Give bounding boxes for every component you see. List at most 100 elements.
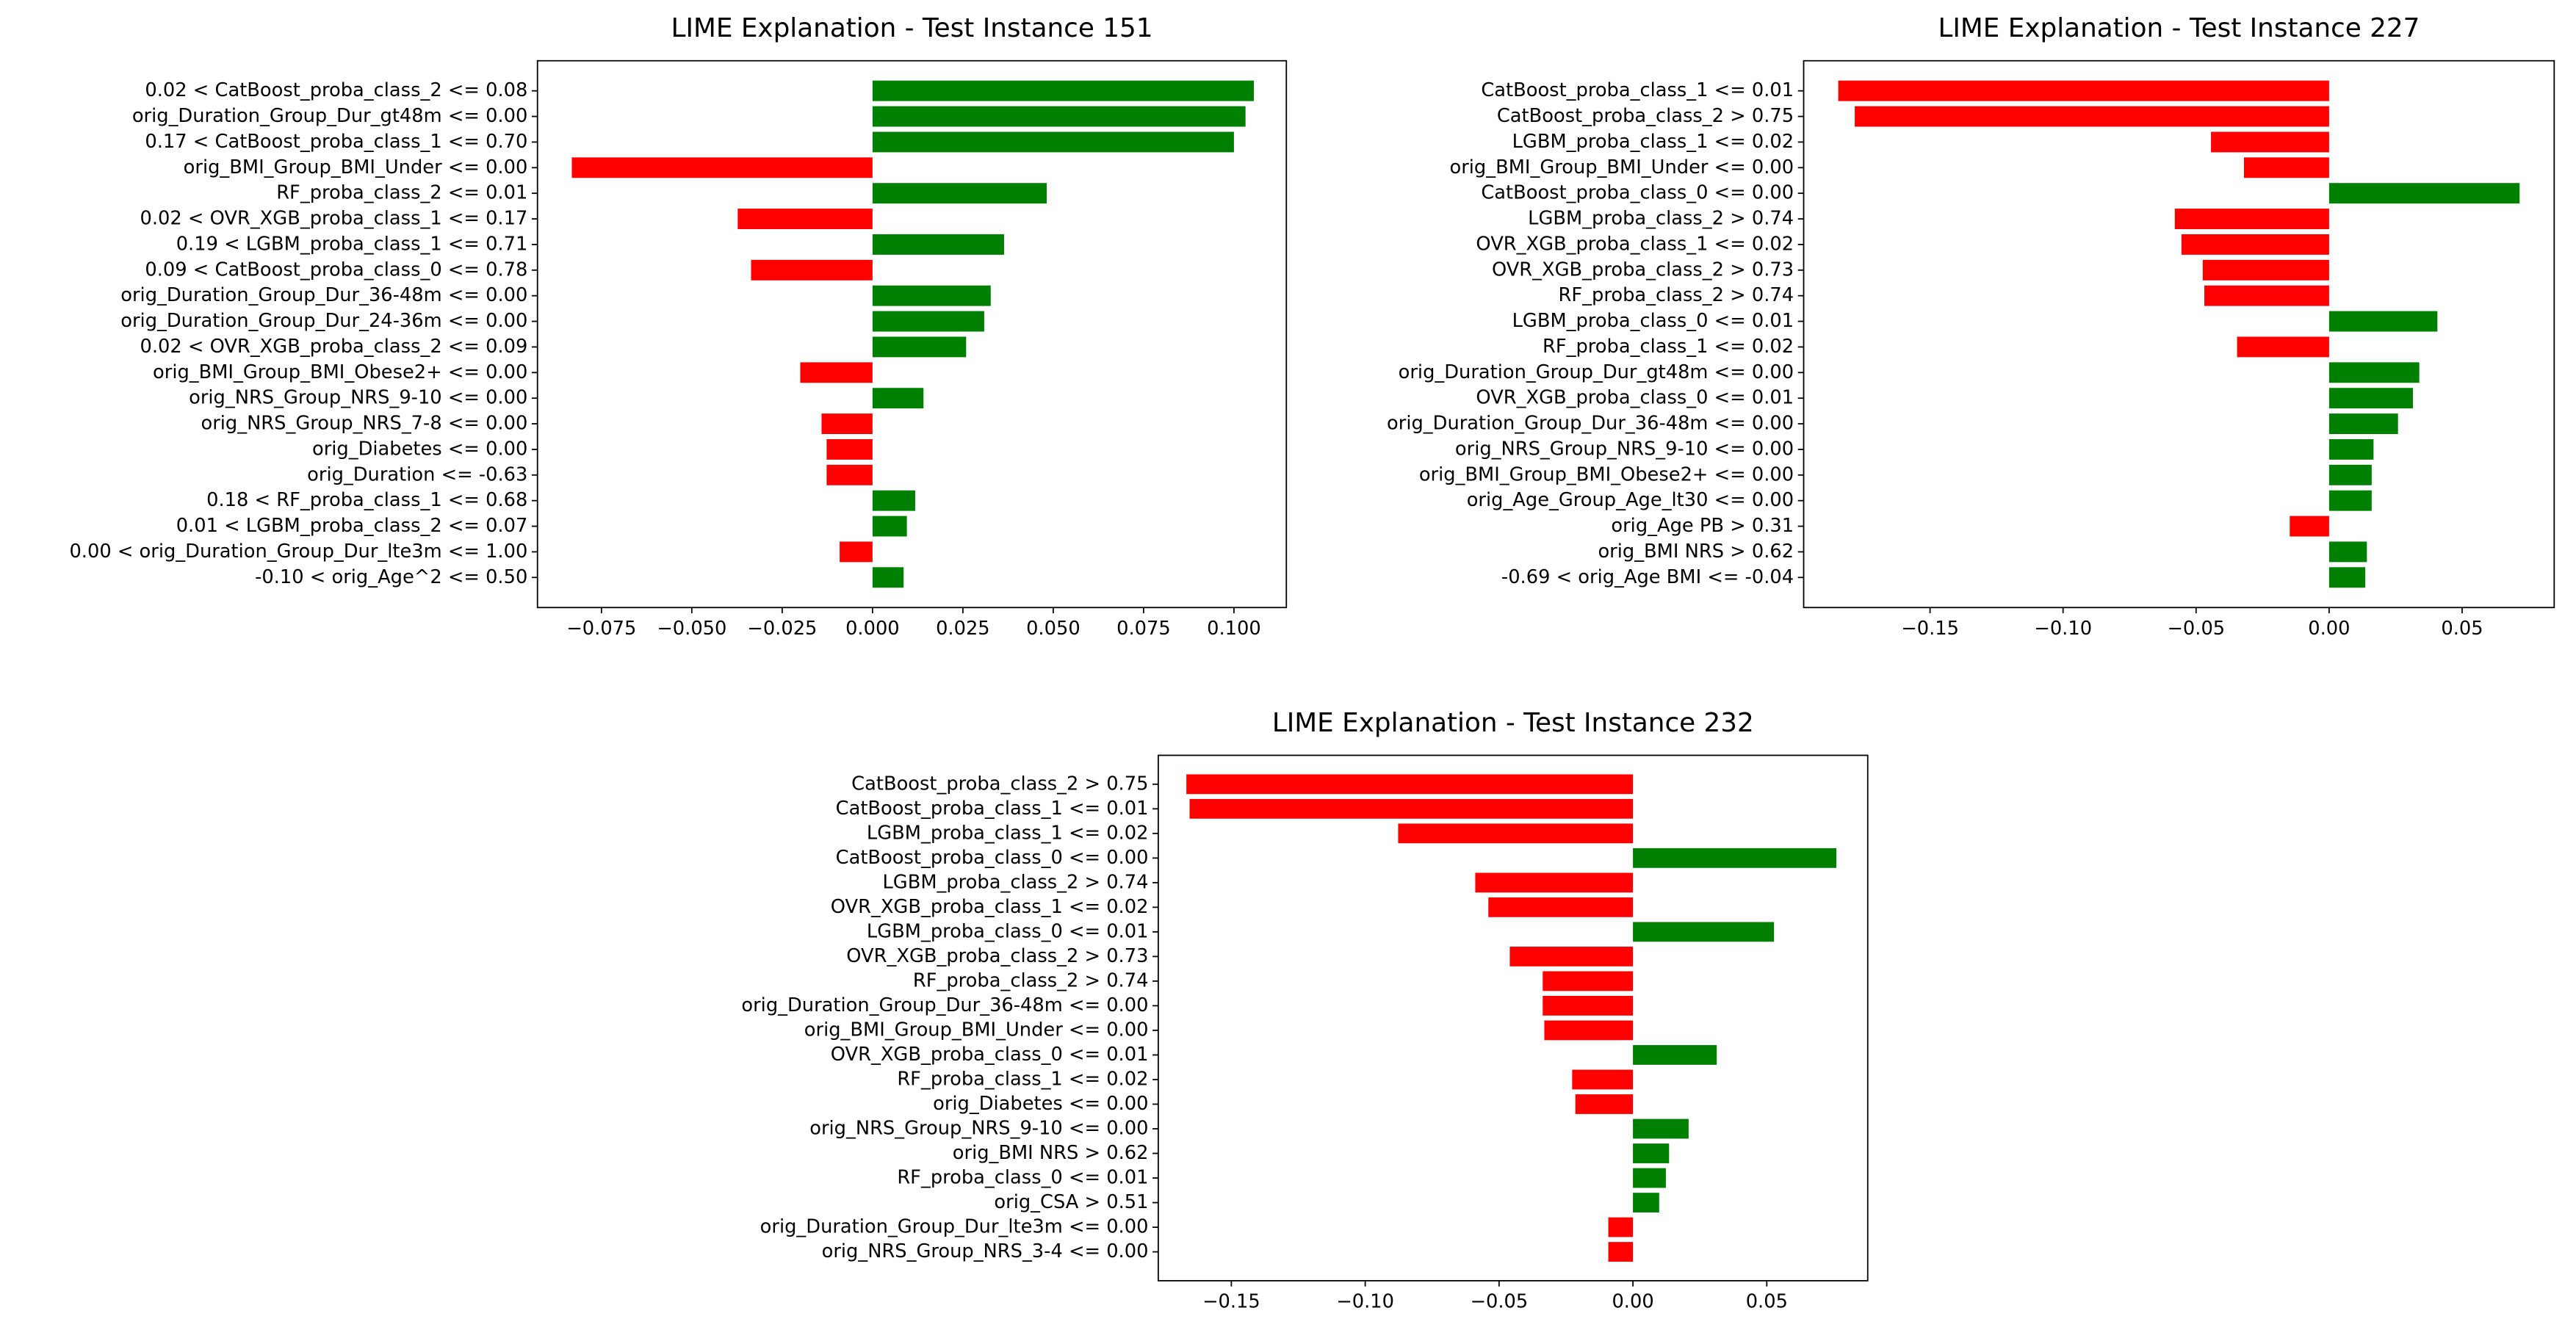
y-tick-label: CatBoost_proba_class_0 <= 0.00 <box>1481 182 1794 204</box>
y-tick-label: -0.10 < orig_Age^2 <= 0.50 <box>255 566 527 588</box>
bar <box>2211 131 2329 153</box>
bar <box>2290 516 2329 537</box>
bar <box>1608 1217 1634 1237</box>
bar <box>751 259 873 281</box>
bar <box>872 234 1004 255</box>
x-tick-label: −0.075 <box>566 618 636 640</box>
y-tick-label: -0.69 < orig_Age BMI <= -0.04 <box>1501 566 1794 588</box>
y-tick-label: LGBM_proba_class_1 <= 0.02 <box>867 822 1149 844</box>
plot-frame <box>1157 754 1869 1282</box>
y-tick-label: RF_proba_class_2 > 0.74 <box>1559 284 1794 306</box>
bar <box>2328 541 2367 563</box>
bar <box>1543 971 1634 991</box>
y-tick-label: orig_Diabetes <= 0.00 <box>312 438 527 460</box>
y-tick-label: orig_NRS_Group_NRS_9-10 <= 0.00 <box>1455 438 1794 460</box>
bar <box>872 490 915 511</box>
x-tick-label: −0.05 <box>1470 1290 1528 1312</box>
y-tick-label: LGBM_proba_class_2 > 0.74 <box>882 871 1148 893</box>
bar <box>1543 996 1634 1016</box>
chart-title: LIME Explanation - Test Instance 151 <box>671 13 1153 43</box>
y-tick-label: OVR_XGB_proba_class_2 > 0.73 <box>846 945 1148 967</box>
y-tick-label: LGBM_proba_class_2 > 0.74 <box>1528 208 1794 230</box>
x-tick-label: 0.05 <box>2441 618 2483 640</box>
bar <box>1398 823 1634 844</box>
y-tick-label: 0.00 < orig_Duration_Group_Dur_lte3m <= … <box>69 541 527 563</box>
chart-title: LIME Explanation - Test Instance 232 <box>1272 708 1754 738</box>
x-tick-label: 0.00 <box>1612 1290 1653 1312</box>
y-tick-label: orig_BMI NRS > 0.62 <box>1598 541 1794 563</box>
y-tick-label: orig_Duration_Group_Dur_gt48m <= 0.00 <box>132 105 527 127</box>
bar <box>826 464 873 485</box>
y-tick-label: 0.19 < LGBM_proba_class_1 <= 0.71 <box>176 233 528 255</box>
bar <box>872 388 924 409</box>
y-tick-label: orig_BMI_Group_BMI_Obese2+ <= 0.00 <box>1419 463 1794 485</box>
y-tick-label: 0.02 < OVR_XGB_proba_class_1 <= 0.17 <box>140 208 528 230</box>
bar <box>1633 1118 1689 1139</box>
bar <box>1544 1020 1634 1041</box>
plot-frame <box>1803 59 2555 609</box>
bar <box>1572 1069 1634 1090</box>
bar <box>872 285 991 306</box>
bar <box>1633 1193 1659 1212</box>
y-tick-label: orig_Diabetes <= 0.00 <box>933 1093 1148 1115</box>
y-tick-label: 0.02 < CatBoost_proba_class_2 <= 0.08 <box>145 79 527 101</box>
y-tick-label: orig_NRS_Group_NRS_7-8 <= 0.00 <box>201 413 527 435</box>
bar <box>800 362 873 383</box>
bar <box>1488 897 1634 917</box>
bar <box>571 157 873 178</box>
x-tick-label: −0.05 <box>2167 618 2225 640</box>
y-tick-label: orig_Duration_Group_Dur_gt48m <= 0.00 <box>1399 361 1794 383</box>
bar <box>872 106 1246 127</box>
x-tick-label: −0.15 <box>1901 618 1959 640</box>
bar <box>2328 413 2398 434</box>
y-tick-label: orig_Duration_Group_Dur_lte3m <= 0.00 <box>760 1216 1149 1238</box>
plot-frame <box>536 59 1288 609</box>
y-tick-label: orig_NRS_Group_NRS_3-4 <= 0.00 <box>822 1240 1149 1262</box>
bar <box>1186 774 1634 795</box>
bar <box>2328 311 2438 332</box>
y-tick-label: orig_BMI_Group_BMI_Obese2+ <= 0.00 <box>153 361 527 383</box>
bar <box>2174 209 2329 229</box>
y-tick-label: orig_BMI NRS > 0.62 <box>953 1142 1149 1164</box>
chart-title: LIME Explanation - Test Instance 227 <box>1938 13 2420 43</box>
bar <box>872 567 904 588</box>
y-tick-label: 0.18 < RF_proba_class_1 <= 0.68 <box>206 489 527 511</box>
y-tick-label: orig_Duration_Group_Dur_36-48m <= 0.00 <box>120 284 527 306</box>
x-tick-label: −0.10 <box>2034 618 2092 640</box>
y-tick-label: orig_Age_Group_Age_lt30 <= 0.00 <box>1467 489 1794 511</box>
y-tick-label: RF_proba_class_1 <= 0.02 <box>1543 336 1794 358</box>
y-tick-label: RF_proba_class_1 <= 0.02 <box>897 1068 1148 1090</box>
bar <box>1633 922 1775 942</box>
bar <box>2243 157 2329 178</box>
y-tick-label: CatBoost_proba_class_2 > 0.75 <box>1497 105 1794 127</box>
bar <box>826 438 873 460</box>
x-tick-label: 0.05 <box>1746 1290 1788 1312</box>
y-tick-label: LGBM_proba_class_1 <= 0.02 <box>1512 131 1794 153</box>
y-tick-label: OVR_XGB_proba_class_1 <= 0.02 <box>1476 233 1794 255</box>
x-tick-label: −0.050 <box>657 618 726 640</box>
y-tick-label: RF_proba_class_2 > 0.74 <box>913 969 1149 991</box>
bar <box>1189 798 1634 819</box>
y-tick-label: orig_Duration_Group_Dur_36-48m <= 0.00 <box>1387 413 1794 435</box>
x-tick-label: 0.000 <box>845 618 900 640</box>
bar <box>2204 285 2329 306</box>
y-tick-label: CatBoost_proba_class_1 <= 0.01 <box>836 798 1149 820</box>
bar <box>872 516 907 537</box>
subplot: LIME Explanation - Test Instance 227 CatB… <box>1387 13 2555 640</box>
y-tick-label: orig_Duration <= -0.63 <box>307 463 527 485</box>
y-tick-label: CatBoost_proba_class_1 <= 0.01 <box>1481 79 1794 101</box>
x-tick-label: 0.00 <box>2308 618 2350 640</box>
y-tick-label: RF_proba_class_0 <= 0.01 <box>897 1167 1148 1189</box>
x-tick-label: 0.025 <box>936 618 990 640</box>
bar <box>840 541 873 563</box>
bar <box>2328 567 2366 588</box>
bar <box>2181 234 2329 255</box>
bar <box>2328 464 2372 485</box>
y-tick-label: CatBoost_proba_class_0 <= 0.00 <box>836 847 1149 869</box>
bar <box>1633 1143 1670 1163</box>
x-tick-label: −0.15 <box>1202 1290 1260 1312</box>
y-tick-label: orig_BMI_Group_BMI_Under <= 0.00 <box>184 156 528 178</box>
bar <box>1575 1094 1634 1114</box>
